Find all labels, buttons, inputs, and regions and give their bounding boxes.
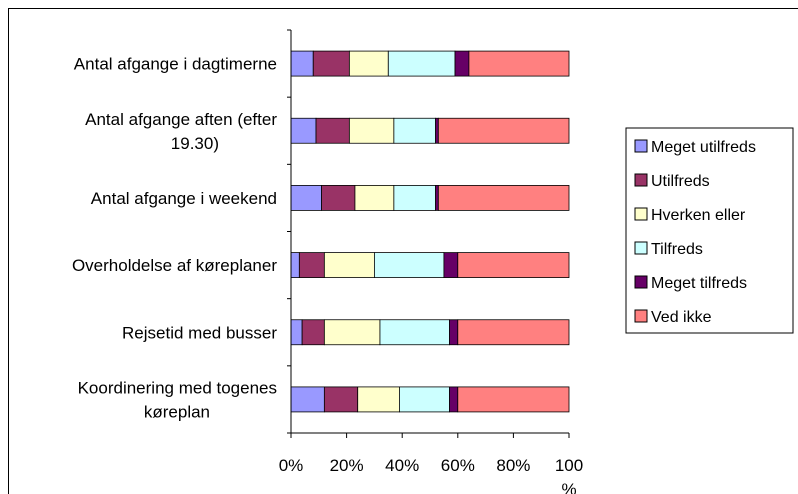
bar-segment [457, 319, 570, 346]
axes: 0% 20% 40% 60% 80% 100% [279, 29, 583, 494]
category-label: Rejsetid med busser [122, 323, 277, 342]
bar-segment [437, 185, 570, 211]
category-label: Overholdelse af køreplaner [72, 256, 277, 275]
bar-segment [449, 386, 459, 413]
bar-segment [399, 386, 450, 413]
bar-segment [312, 50, 350, 77]
bar-segment [379, 319, 450, 346]
bar-segment [387, 50, 456, 77]
bar-segment [290, 50, 314, 77]
legend-box [625, 127, 794, 334]
bar-segment [435, 117, 439, 144]
category-label: Antal afgange aften (efter 19.30) [85, 110, 277, 153]
category-label: Antal afgange i weekend [91, 189, 277, 208]
bar-segment [348, 50, 389, 77]
bar-segment [315, 117, 350, 144]
legend-label: Tilfreds [651, 241, 703, 258]
bar-segment [348, 117, 395, 144]
category-label: Koordinering med togenes køreplan [78, 378, 277, 421]
x-tick-label: 80% [496, 456, 530, 475]
legend-swatch [634, 173, 648, 187]
bar-segment [457, 386, 570, 413]
category-label: Antal afgange i dagtimerne [74, 55, 277, 74]
bar-segment [443, 252, 459, 278]
category-labels: Antal afgange i dagtimerne Antal afgange … [72, 55, 277, 422]
legend-label: Utilfreds [651, 173, 710, 190]
bars [290, 50, 570, 413]
legend-swatch [634, 207, 648, 221]
bar-segment [437, 117, 570, 144]
bar-segment [393, 185, 436, 211]
bar-segment [457, 252, 570, 278]
legend-swatch [634, 139, 648, 153]
bar-segment [323, 386, 359, 413]
bar-segment [454, 50, 470, 77]
x-tick-label: 60% [441, 456, 475, 475]
x-tick-label: % [561, 480, 576, 494]
x-tick-label: 100 [555, 456, 583, 475]
bar-segment [373, 252, 445, 278]
legend-label: Ved ikke [651, 309, 712, 326]
bar-segment [290, 117, 317, 144]
bar-segment [449, 319, 459, 346]
x-tick-label: 40% [385, 456, 419, 475]
x-tick-label: 20% [330, 456, 364, 475]
bar-segment [301, 319, 325, 346]
bar-segment [290, 319, 303, 346]
bar-segment [393, 117, 436, 144]
legend: Meget utilfreds Utilfreds Hverken eller Til… [625, 127, 794, 334]
legend-label: Hverken eller [651, 207, 746, 224]
bar-segment [298, 252, 325, 278]
bar-segment [435, 185, 439, 211]
bar-segment [357, 386, 400, 413]
legend-label: Meget utilfreds [651, 139, 756, 156]
bar-segment [290, 185, 322, 211]
bar-segment [290, 386, 325, 413]
bar-segment [323, 319, 381, 346]
bar-segment [321, 185, 356, 211]
legend-swatch [634, 309, 648, 323]
bar-segment [290, 252, 300, 278]
legend-swatch [634, 275, 648, 289]
bar-segment [468, 50, 570, 77]
legend-swatch [634, 241, 648, 255]
bar-segment [354, 185, 395, 211]
legend-label: Meget tilfreds [651, 275, 747, 292]
x-tick-label: 0% [279, 456, 304, 475]
bar-segment [323, 252, 375, 278]
